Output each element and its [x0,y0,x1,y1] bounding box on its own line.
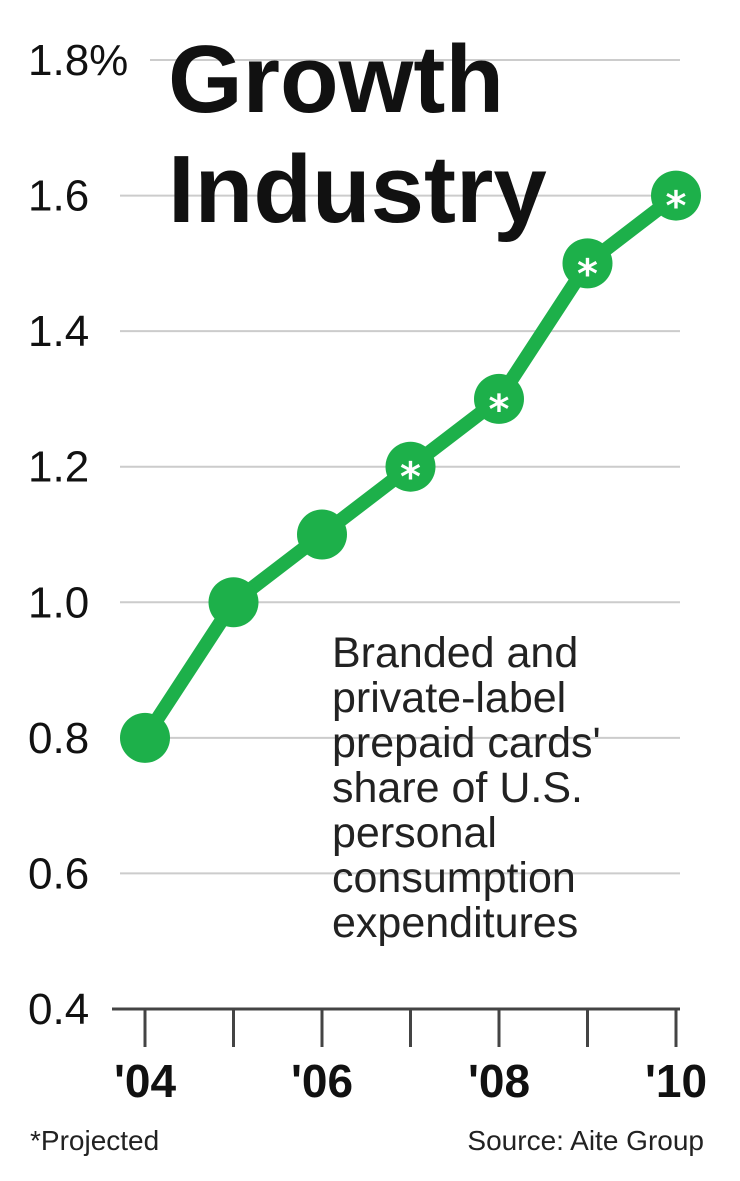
chart-title-line-1: Growth [168,26,504,133]
source-note: Source: Aite Group [467,1125,704,1156]
data-point [562,238,613,289]
projected-marker: * [400,455,421,501]
x-axis: '04 '06 '08 '10 [112,1007,707,1107]
y-tick-label: 1.6 [28,172,89,221]
y-tick-label: 0.6 [28,849,89,898]
description-line: Branded and [332,629,578,677]
description-line: prepaid cards' [332,719,601,767]
y-tick-label: 1.4 [28,307,89,356]
y-axis-ticks: 0.4 0.6 0.8 1.0 1.2 1.4 1.6 1.8% [28,36,128,1034]
footnote-projected: *Projected [30,1125,159,1156]
y-tick-label: 1.0 [28,578,89,627]
data-point [385,441,436,492]
data-point [208,577,259,628]
projected-marker: * [577,251,598,297]
x-tick-label: '06 [291,1055,353,1107]
description-line: share of U.S. [332,764,583,812]
y-tick-label: 0.4 [28,985,89,1034]
projected-marker: * [489,387,510,433]
y-tick-label: 1.8% [28,36,128,85]
y-tick-label: 0.8 [28,714,89,763]
chart-title-line-2: Industry [168,136,547,243]
data-point [297,509,347,560]
data-point [651,170,701,221]
projected-marker: * [666,184,687,230]
x-tick-label: '04 [114,1055,177,1107]
series-line-group: * * * * [120,170,701,763]
x-tick-label: '10 [645,1055,707,1107]
y-tick-label: 1.2 [28,443,89,492]
description-line: personal [332,809,497,857]
description-line: expenditures [332,899,578,947]
data-point [120,712,170,763]
description-line: private-label [332,674,566,722]
description-line: consumption [332,854,576,902]
x-tick-label: '08 [468,1055,530,1107]
data-point [474,373,524,424]
